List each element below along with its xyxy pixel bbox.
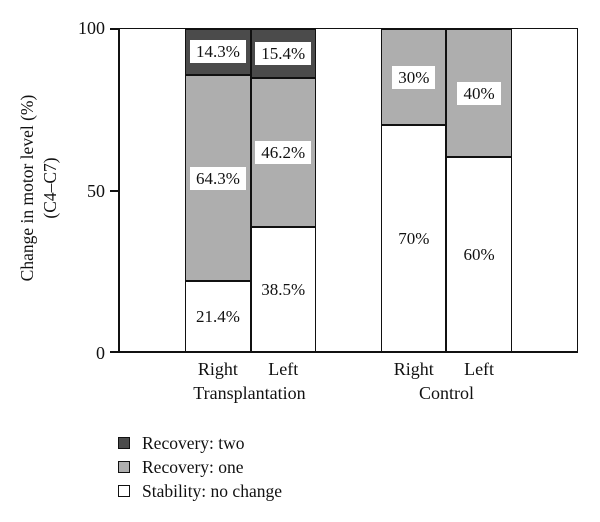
bar-category-label: Right <box>197 359 238 379</box>
legend-item: Recovery: two <box>118 431 282 455</box>
segment-value-label: 21.4% <box>195 307 240 327</box>
y-axis: 0 50 100 <box>0 18 118 363</box>
segment-value-label: 30% <box>392 65 436 89</box>
segment-value-label: 40% <box>457 81 501 105</box>
bar-segment: 60% <box>447 158 511 351</box>
segment-value-label: 14.3% <box>189 40 246 64</box>
y-tick-label: 100 <box>78 18 105 38</box>
legend-item: Recovery: one <box>118 455 282 479</box>
segment-value-label: 60% <box>463 245 495 265</box>
segment-value-label: 70% <box>398 229 430 249</box>
segment-value-label: 46.2% <box>255 140 312 164</box>
y-tick-mark <box>110 189 118 192</box>
y-tick-mark <box>110 28 118 30</box>
legend-swatch-icon <box>118 485 130 497</box>
bar-segment: 70% <box>382 126 446 351</box>
legend-item-label: Stability: no change <box>142 480 282 501</box>
group-label: Control <box>419 383 475 403</box>
bar-category-label: Left <box>464 359 495 379</box>
legend-item-label: Recovery: two <box>142 432 245 453</box>
bar-segment: 30% <box>382 30 446 127</box>
segment-value-label: 64.3% <box>189 166 246 190</box>
bar-segment: 38.5% <box>251 227 315 351</box>
plot-area: 21.4% 64.3% 14.3% Right 38.5% 46.2% 15.4% Left 7… <box>118 28 578 379</box>
bar-category-label: Left <box>268 359 299 379</box>
bar-segment: 40% <box>447 30 511 159</box>
bar: 21.4% 64.3% 14.3% Right <box>185 29 251 379</box>
bar-segment: 21.4% <box>186 282 250 351</box>
legend-item: Stability: no change <box>118 479 282 503</box>
legend-swatch-icon <box>118 461 130 473</box>
legend-item-label: Recovery: one <box>142 456 244 477</box>
group-labels: Transplantation Control <box>118 383 578 407</box>
bar-segment: 64.3% <box>186 75 250 283</box>
bar-segment: 14.3% <box>186 30 250 76</box>
bar-segment: 15.4% <box>251 30 315 80</box>
group-label: Transplantation <box>193 383 306 403</box>
y-tick-mark <box>110 351 118 353</box>
bar: 60% 40% Left <box>446 29 512 379</box>
y-tick-label: 0 <box>96 343 105 363</box>
bar: 70% 30% Right <box>381 29 447 379</box>
bar: 38.5% 46.2% 15.4% Left <box>250 29 316 379</box>
bar-category-label: Right <box>393 359 434 379</box>
legend: Recovery: two Recovery: one Stability: no … <box>118 431 282 503</box>
segment-value-label: 38.5% <box>261 279 306 299</box>
bar-segment: 46.2% <box>251 79 315 228</box>
y-tick-label: 50 <box>87 180 105 201</box>
legend-swatch-icon <box>118 437 130 449</box>
segment-value-label: 15.4% <box>255 42 312 66</box>
